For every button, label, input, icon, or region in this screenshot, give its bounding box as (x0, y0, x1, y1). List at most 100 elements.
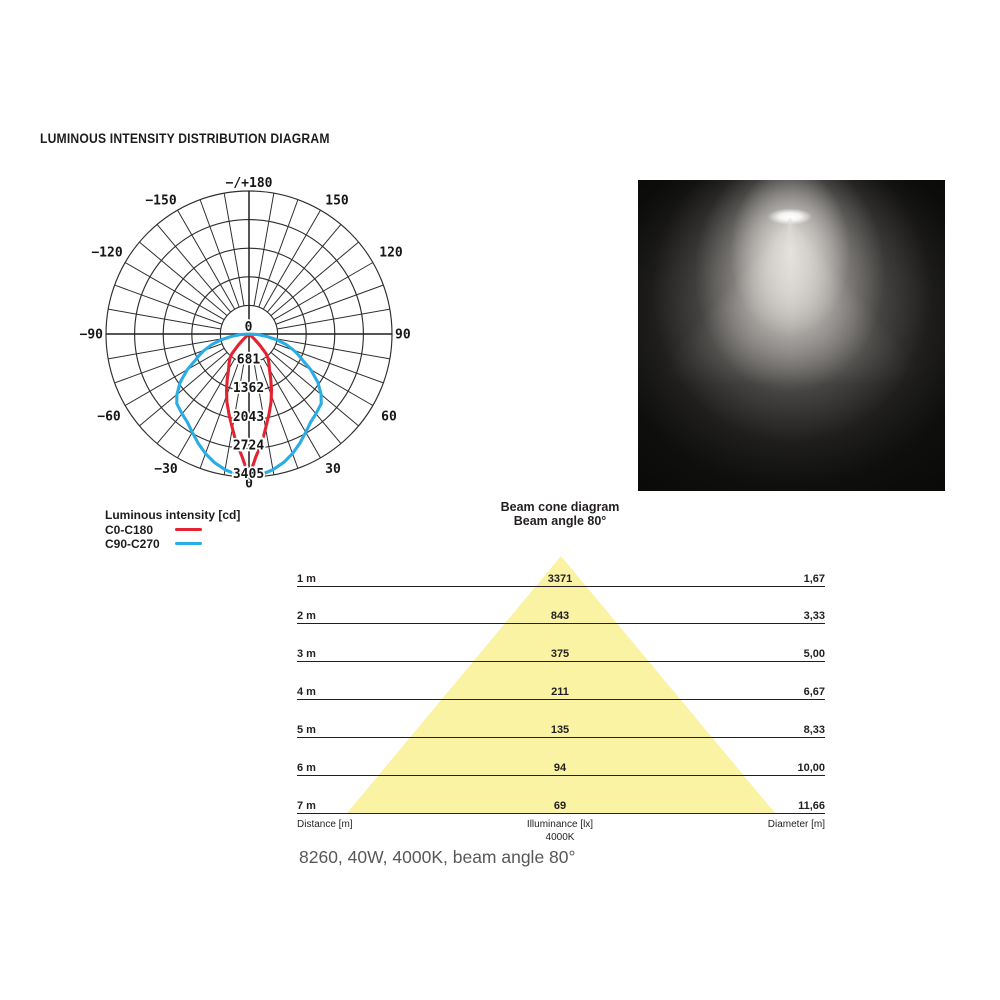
polar-spoke (156, 355, 231, 444)
beam-cone-triangle (347, 556, 775, 813)
beam-illuminance-value: 135 (550, 724, 570, 737)
luminaire-beam-photo (638, 180, 945, 491)
polar-angle-label: 120 (379, 246, 403, 261)
beam-illuminance-value: 3371 (547, 572, 573, 585)
polar-spoke (270, 352, 359, 427)
legend-label-c0-c180: C0-C180 (105, 523, 154, 537)
curve-c90-c270 (175, 332, 323, 479)
polar-angle-label: −60 (97, 410, 121, 425)
beam-cone-row: 1 m 3371 1,67 (297, 570, 825, 587)
polar-spoke (273, 262, 374, 321)
beam-cone-title-line2: Beam angle 80° (513, 513, 607, 528)
polar-angle-label: 30 (325, 462, 341, 477)
legend-swatch-blue-line (175, 542, 202, 546)
polar-spoke (267, 355, 342, 444)
legend-title: Luminous intensity [cd] (105, 508, 241, 522)
product-caption: 8260, 40W, 4000K, beam angle 80° (299, 847, 576, 867)
beam-diameter-value: 5,00 (803, 648, 825, 661)
beam-cone-title: Beam cone diagram Beam angle 80° (500, 500, 620, 528)
polar-ring-value-label: 1362 (233, 381, 264, 396)
legend-item-c90-c270: C90-C270 (105, 537, 240, 551)
beam-illuminance-value: 94 (553, 762, 567, 774)
beam-diameter-value: 6,67 (803, 686, 825, 699)
beam-illuminance-value: 211 (551, 686, 569, 699)
polar-angle-label: −150 (145, 194, 176, 209)
polar-spoke (258, 360, 299, 469)
beam-distance-value: 5 m (297, 724, 316, 737)
polar-angle-label: −30 (154, 462, 178, 477)
polar-spoke (177, 358, 236, 459)
polar-spoke (124, 262, 225, 321)
polar-spoke (177, 209, 236, 310)
polar-spoke (277, 338, 390, 360)
polar-spoke (108, 338, 221, 360)
polar-ring-value-label: 2724 (233, 438, 264, 453)
polar-spoke (223, 362, 245, 475)
light-cone-shape (347, 556, 775, 813)
column-label-diameter: Diameter [m] (767, 819, 825, 830)
polar-ring-value-label: 3405 (233, 467, 264, 482)
polar-angle-label: 0 (245, 477, 253, 492)
beam-distance-value: 2 m (297, 610, 316, 623)
beam-cone-row: 5 m 135 8,33 (297, 721, 825, 739)
beam-cone-row: 2 m 843 3,33 (297, 607, 825, 625)
beam-diameter-value: 1,67 (803, 572, 825, 585)
polar-intensity-chart: −/+180 −150 150 −120 120 −90 90 −60 60 −30 30 0 0 681… (40, 162, 460, 502)
beam-diameter-value: 3,33 (803, 610, 825, 623)
polar-angle-label: 60 (381, 410, 397, 425)
polar-spoke (199, 199, 240, 308)
beam-distance-value: 4 m (297, 686, 316, 699)
polar-spoke (262, 358, 321, 459)
polar-spoke (139, 241, 228, 316)
polar-ring-value-label: 2043 (233, 410, 264, 425)
polar-angle-label: 90 (395, 328, 411, 343)
legend-label-c90-c270: C90-C270 (105, 537, 160, 551)
column-label-illuminance: Illuminance [lx] (526, 819, 594, 830)
column-label-cct: 4000K (545, 832, 575, 843)
beam-cone-row: 7 m 69 11,66 (297, 797, 825, 814)
beam-distance-value: 7 m (297, 799, 316, 812)
beam-distance-value: 1 m (297, 572, 316, 585)
legend-swatch-red-line (175, 528, 202, 532)
polar-angle-label: −120 (91, 246, 122, 261)
polar-spoke (253, 193, 275, 306)
polar-spoke (223, 193, 245, 306)
polar-spoke (156, 224, 231, 313)
beam-illuminance-value: 69 (553, 799, 567, 812)
beam-cone-row: 3 m 375 5,00 (297, 645, 825, 663)
polar-spoke (277, 308, 390, 330)
polar-spoke (262, 209, 321, 310)
polar-spoke (253, 362, 275, 475)
beam-illuminance-value: 843 (550, 610, 570, 623)
polar-spoke (258, 199, 299, 308)
polar-ring-value-label: 0 (245, 320, 253, 335)
page-title: LUMINOUS INTENSITY DISTRIBUTION DIAGRAM (40, 131, 330, 146)
polar-spoke (114, 284, 223, 325)
beam-distance-value: 3 m (297, 648, 316, 661)
polar-spoke (267, 224, 342, 313)
polar-spoke (124, 347, 225, 406)
beam-illuminance-value: 375 (550, 648, 570, 661)
beam-cone-row: 6 m 94 10,00 (297, 759, 825, 776)
beam-diameter-value: 8,33 (803, 724, 825, 737)
polar-angle-label: −90 (80, 328, 104, 343)
beam-diameter-value: 11,66 (798, 799, 825, 812)
polar-spoke (275, 284, 384, 325)
polar-spoke (108, 308, 221, 330)
polar-ring-value-label: 681 (237, 353, 261, 368)
beam-cone-title-line1: Beam cone diagram (500, 500, 620, 514)
beam-cone-row: 4 m 211 6,67 (297, 683, 825, 701)
beam-distance-value: 6 m (297, 762, 316, 774)
beam-diameter-value: 10,00 (797, 762, 825, 774)
polar-angle-label: −/+180 (226, 176, 273, 191)
polar-spoke (139, 352, 228, 427)
polar-spoke (270, 241, 359, 316)
polar-spoke (273, 347, 374, 406)
polar-spoke (199, 360, 240, 469)
legend: Luminous intensity [cd] C0-C180 C90-C270 (105, 508, 240, 551)
polar-chart-svg: −/+180 −150 150 −120 120 −90 90 −60 60 −30 30 0 0 681… (80, 176, 411, 492)
column-label-distance: Distance [m] (297, 819, 353, 830)
legend-item-c0-c180: C0-C180 (105, 523, 240, 537)
polar-angle-label: 150 (325, 194, 349, 209)
